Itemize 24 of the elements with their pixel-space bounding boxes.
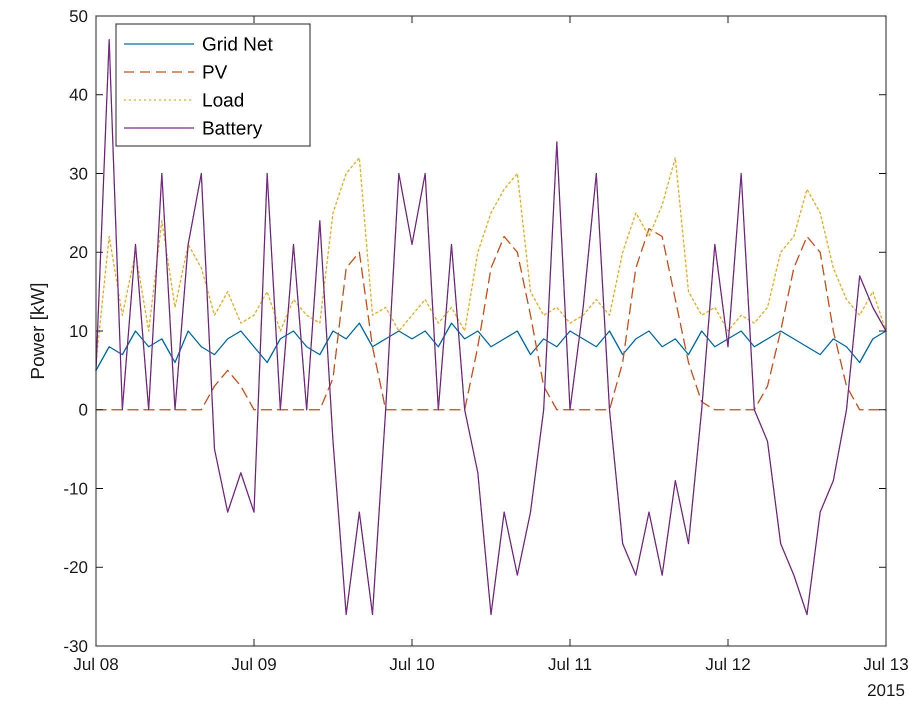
legend-label: Grid Net	[202, 34, 274, 56]
y-tick-label: 50	[69, 6, 88, 26]
x-tick-label: Jul 13	[863, 655, 909, 674]
y-tick-label: -20	[63, 558, 88, 578]
line-series	[95, 228, 887, 410]
x-tick-label: Jul 10	[389, 655, 435, 674]
x-tick-label: Jul 08	[73, 655, 119, 674]
legend-label: Battery	[202, 118, 263, 140]
y-tick-label: 40	[69, 86, 88, 105]
y-axis-title: Power [kW]	[28, 282, 49, 380]
y-tick-label: -30	[63, 636, 88, 656]
line-series	[95, 38, 887, 616]
y-tick-label: -10	[63, 479, 88, 498]
y-tick-label: 20	[69, 243, 88, 262]
y-tick-label: 30	[69, 164, 88, 184]
legend-label: Load	[202, 90, 244, 112]
y-tick-label: 0	[78, 400, 88, 420]
x-tick-label: Jul 11	[548, 655, 592, 674]
legend-label: PV	[202, 62, 228, 84]
line-series	[95, 322, 887, 372]
text: 2015	[867, 681, 905, 700]
x-tick-label: Jul 12	[705, 655, 751, 674]
x-tick-label: Jul 09	[231, 655, 277, 674]
y-tick-label: 10	[69, 322, 88, 341]
